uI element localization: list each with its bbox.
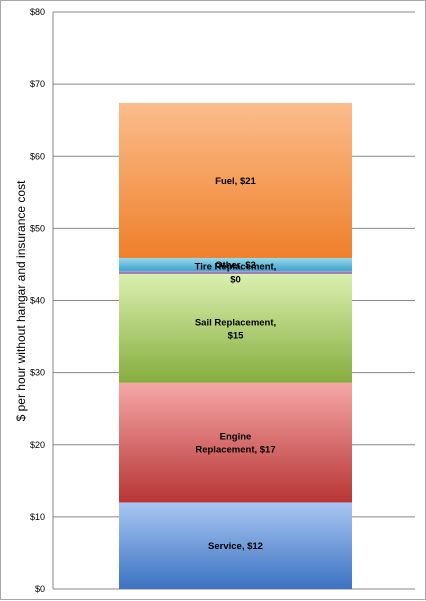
- bar-segment-service: [119, 502, 352, 589]
- data-label-fuel: Fuel, $21: [215, 176, 256, 187]
- bar-segment-tire-replacement: [119, 270, 352, 274]
- bar-segment-other: [119, 257, 352, 271]
- y-tick-label: $80: [30, 7, 45, 17]
- y-axis-label: $ per hour without hangar and insurance …: [14, 180, 28, 421]
- data-label-service: Service, $12: [208, 541, 263, 552]
- data-label-other: Other, $2: [215, 260, 256, 271]
- y-tick-label: $70: [30, 79, 45, 89]
- y-tick-label: $10: [30, 512, 45, 522]
- y-tick-label: $60: [30, 151, 45, 161]
- data-label-sail-replacement: Sail Replacement, $15: [195, 317, 276, 341]
- y-tick-label: $30: [30, 368, 45, 378]
- y-tick-label: $40: [30, 296, 45, 306]
- bar-segment-engine-replacement: [119, 382, 352, 503]
- bar-segment-sail-replacement: [119, 273, 352, 383]
- bar-segment-fuel: [119, 102, 352, 258]
- y-tick-label: $20: [30, 440, 45, 450]
- y-tick-labels: $0 $10 $20 $30 $40 $50 $60 $70 $80: [30, 7, 45, 594]
- y-tick-label: $50: [30, 223, 45, 233]
- segment-labels: Service, $12 Engine Replacement, $17 Sail R…: [195, 176, 277, 552]
- data-label-engine-replacement: Engine Replacement, $17: [195, 432, 275, 456]
- bar-segments: [119, 102, 352, 589]
- y-tick-label: $0: [35, 584, 45, 594]
- data-label-tire-replacement: Tire Replacement, $0: [195, 261, 277, 285]
